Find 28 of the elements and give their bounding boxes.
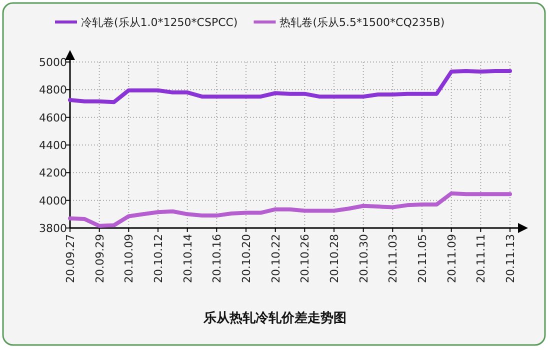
x-tick-label: 20.11.13	[504, 234, 517, 283]
y-tick-label: 4000	[39, 194, 67, 208]
y-tick-label: 3800	[39, 222, 67, 235]
legend-label: 冷轧卷(乐从1.0*1250*CSPCC)	[81, 16, 238, 29]
y-tick-label: 5000	[39, 56, 67, 69]
x-tick-label: 20.10.14	[181, 234, 194, 283]
y-tick-label: 4800	[39, 84, 67, 97]
line-series	[68, 68, 512, 104]
x-tick-label: 20.10.12	[152, 234, 165, 283]
legend-label: 热轧卷(乐从5.5*1500*CQ235B)	[280, 16, 445, 29]
x-tick-label: 20.10.16	[210, 234, 224, 283]
x-tick-label: 20.10.09	[122, 234, 136, 283]
text: 乐从热轧冷轧价差走势图	[202, 310, 346, 326]
x-tick-label: 20.09.27	[64, 234, 77, 283]
x-tick-label: 20.10.20	[240, 234, 253, 283]
x-tick-label: 20.11.11	[474, 234, 488, 283]
y-tick-label: 4200	[39, 166, 67, 180]
x-tick-label: 20.10.22	[269, 234, 282, 283]
x-tick-label: 20.11.03	[386, 234, 400, 283]
y-tick-label: 4400	[39, 139, 67, 152]
x-tick-label: 20.11.09	[445, 234, 458, 283]
x-tick-label: 20.09.29	[93, 234, 106, 283]
line-series	[68, 191, 512, 228]
y-tick-label: 4600	[39, 111, 67, 124]
x-tick-label: 20.10.30	[357, 234, 370, 283]
x-tick-label: 20.11.05	[416, 234, 429, 283]
x-tick-label: 20.10.28	[328, 234, 341, 283]
x-tick-label: 20.10.26	[298, 234, 312, 283]
